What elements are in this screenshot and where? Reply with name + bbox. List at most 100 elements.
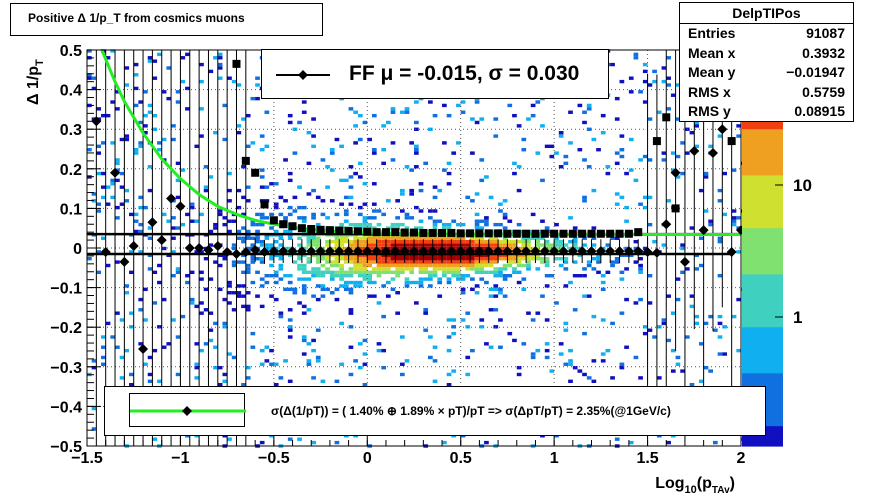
heatmap-cell [428,277,433,281]
heatmap-cell [717,274,723,278]
heatmap-cell [353,236,358,240]
heatmap-cell [315,243,321,247]
heatmap-cell [175,335,181,339]
heatmap-cell [572,226,578,230]
heatmap-cell [101,362,106,366]
heatmap-cell [502,274,508,278]
heatmap-cell [540,178,545,183]
heatmap-cell [110,178,116,183]
heatmap-cell [222,372,228,377]
heatmap-cell [619,362,625,366]
heatmap-cell [96,202,102,206]
heatmap-cell [638,256,643,261]
heatmap-cell [390,263,396,268]
heatmap-cell [642,325,648,329]
heatmap-cell [399,246,405,251]
heatmap-cell [96,209,102,213]
heatmap-cell [661,243,667,247]
heatmap-cell [736,134,742,138]
heatmap-cell [484,243,489,247]
sigma-point [251,168,260,177]
heatmap-cell [101,185,106,189]
heatmap-cell [334,297,340,302]
heatmap-cell [376,348,382,353]
heatmap-cell [399,209,405,213]
heatmap-cell [334,263,340,268]
chart-title: Positive Δ 1/p_T from cosmics muons [10,3,323,36]
heatmap-cell [460,318,466,322]
heatmap-cell [395,199,401,203]
heatmap-cell [301,253,307,257]
heatmap-cell [502,243,508,247]
sigma-point [297,224,306,233]
heatmap-cell [470,348,475,353]
heatmap-cell [638,376,643,380]
heatmap-cell [526,239,531,244]
heatmap-cell [213,130,218,135]
heatmap-cell [329,239,335,244]
heatmap-cell [484,239,489,244]
heatmap-cell [208,229,214,234]
heatmap-cell [703,365,709,370]
heatmap-cell [582,331,587,336]
heatmap-cell [222,253,228,257]
heatmap-cell [446,270,452,275]
heatmap-cell [530,318,536,322]
heatmap-cell [371,294,377,298]
heatmap-cell [409,263,415,268]
heatmap-cell [133,219,139,223]
heatmap-cell [582,267,587,271]
heatmap-cell [488,256,494,261]
heatmap-cell [376,209,382,213]
heatmap-cell [502,277,508,281]
heatmap-cell [147,226,153,230]
heatmap-cell [563,267,569,271]
heatmap-cell [428,270,433,275]
heatmap-cell [582,158,587,162]
heatmap-cell [409,236,415,240]
heatmap-cell [259,256,265,261]
heatmap-cell [614,151,620,155]
sigma-point [372,228,381,237]
heatmap-cell [418,219,424,223]
heatmap-cell [381,256,386,261]
heatmap-cell [255,76,260,80]
heatmap-cell [381,260,386,264]
mean-point [259,246,270,257]
heatmap-cell [488,260,494,264]
heatmap-cell [428,263,433,268]
heatmap-cell [133,62,139,67]
heatmap-cell [493,294,499,298]
heatmap-cell [512,161,517,166]
heatmap-cell [404,107,410,111]
heatmap-cell [371,280,377,285]
heatmap-cell [245,229,251,234]
heatmap-cell [558,134,564,138]
heatmap-cell [194,304,200,309]
color-scale-label: 1 [793,308,802,327]
heatmap-cell [722,212,728,217]
color-scale-band [742,300,783,308]
heatmap-cell [698,236,704,240]
heatmap-cell [334,274,340,278]
heatmap-cell [259,304,265,309]
heatmap-cell [115,205,120,210]
heatmap-cell [273,362,279,366]
heatmap-cell [320,270,326,275]
heatmap-cell [301,277,307,281]
heatmap-cell [367,294,372,298]
heatmap-cell [675,277,681,281]
sigma-point [512,229,521,238]
heatmap-cell [245,263,251,268]
stats-row: Entries 91087 [680,24,853,44]
heatmap-cell [343,256,349,261]
heatmap-cell [334,236,340,240]
heatmap-cell [129,372,134,377]
heatmap-cell [399,110,405,114]
heatmap-cell [736,348,742,353]
heatmap-cell [390,287,396,292]
heatmap-cell [115,345,120,349]
heatmap-cell [334,239,340,244]
heatmap-cell [353,270,358,275]
mean-point [371,246,382,257]
